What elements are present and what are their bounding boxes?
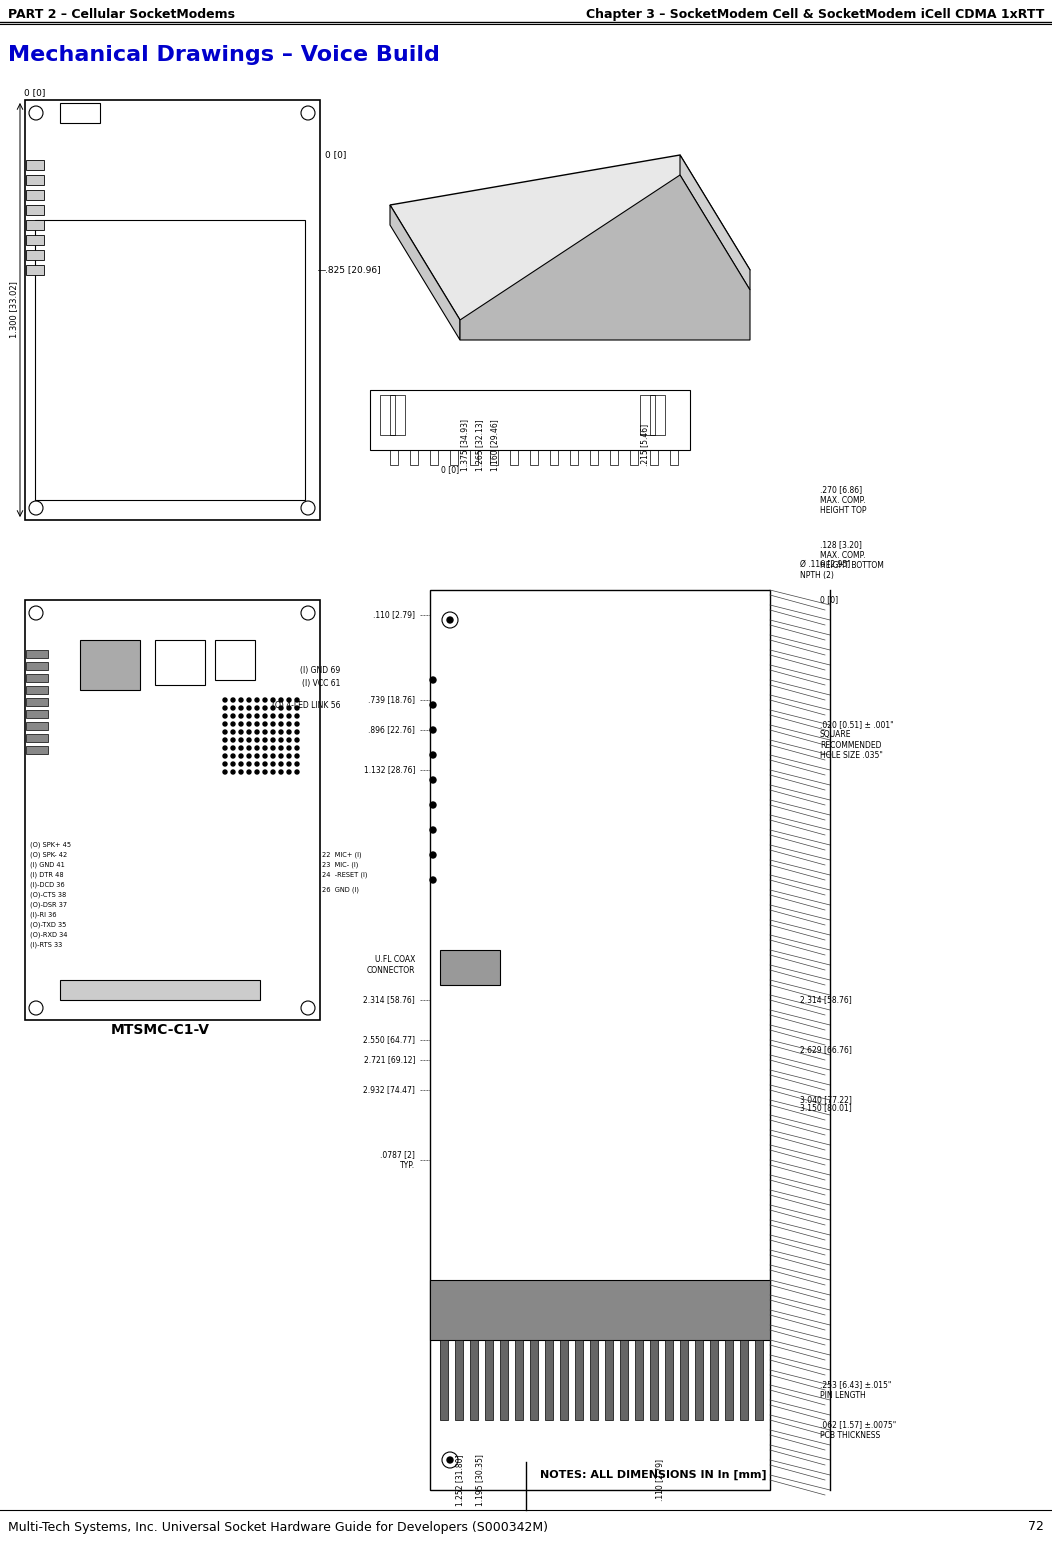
Circle shape bbox=[279, 706, 283, 710]
Bar bbox=[25, 599, 320, 1020]
Text: 2.932 [74.47]: 2.932 [74.47] bbox=[363, 1085, 414, 1094]
Bar bbox=[710, 1341, 719, 1419]
Circle shape bbox=[295, 723, 299, 726]
Text: Ø .116 [2.95]
NPTH (2): Ø .116 [2.95] NPTH (2) bbox=[800, 561, 850, 579]
Bar bbox=[430, 1281, 770, 1341]
Bar bbox=[440, 1341, 448, 1419]
Bar bbox=[155, 640, 205, 686]
Bar bbox=[430, 590, 770, 1490]
Circle shape bbox=[247, 723, 251, 726]
Text: 1.300 [33.02]: 1.300 [33.02] bbox=[9, 282, 18, 339]
Bar bbox=[26, 723, 48, 730]
Bar bbox=[650, 394, 665, 435]
Bar bbox=[470, 1341, 478, 1419]
Bar bbox=[560, 1341, 568, 1419]
Circle shape bbox=[271, 723, 275, 726]
Circle shape bbox=[430, 676, 436, 683]
Circle shape bbox=[231, 730, 235, 734]
Text: 2.721 [69.12]: 2.721 [69.12] bbox=[364, 1056, 414, 1065]
Polygon shape bbox=[390, 205, 460, 341]
Text: (I) GND 69: (I) GND 69 bbox=[300, 666, 340, 675]
Circle shape bbox=[239, 746, 243, 750]
Text: .110 [2.79]: .110 [2.79] bbox=[655, 1459, 665, 1501]
Circle shape bbox=[430, 727, 436, 734]
Text: 3.150 [80.01]: 3.150 [80.01] bbox=[800, 1103, 852, 1113]
Circle shape bbox=[223, 770, 227, 774]
Text: 1.132 [28.76]: 1.132 [28.76] bbox=[364, 766, 414, 775]
Circle shape bbox=[287, 770, 291, 774]
Circle shape bbox=[279, 723, 283, 726]
Circle shape bbox=[447, 616, 453, 623]
Circle shape bbox=[287, 713, 291, 718]
Circle shape bbox=[231, 761, 235, 766]
Bar bbox=[26, 234, 44, 245]
Circle shape bbox=[255, 730, 259, 734]
Text: (I)-DCD 36: (I)-DCD 36 bbox=[31, 881, 64, 888]
Bar bbox=[630, 450, 638, 465]
Text: (I)-RI 36: (I)-RI 36 bbox=[31, 912, 57, 918]
Bar bbox=[515, 1341, 523, 1419]
Text: 1.375 [34.93]: 1.375 [34.93] bbox=[461, 419, 469, 472]
Circle shape bbox=[447, 1456, 453, 1462]
Circle shape bbox=[279, 698, 283, 703]
Text: 2.550 [64.77]: 2.550 [64.77] bbox=[363, 1036, 414, 1045]
Circle shape bbox=[255, 723, 259, 726]
Bar bbox=[370, 390, 690, 450]
Circle shape bbox=[263, 754, 267, 758]
Circle shape bbox=[295, 698, 299, 703]
Bar bbox=[530, 450, 538, 465]
Bar bbox=[26, 710, 48, 718]
Circle shape bbox=[255, 713, 259, 718]
Bar bbox=[60, 980, 260, 1000]
Circle shape bbox=[263, 746, 267, 750]
Circle shape bbox=[223, 761, 227, 766]
Circle shape bbox=[279, 713, 283, 718]
Bar bbox=[670, 450, 677, 465]
Bar bbox=[665, 1341, 673, 1419]
Circle shape bbox=[231, 713, 235, 718]
Bar bbox=[450, 450, 458, 465]
Circle shape bbox=[247, 761, 251, 766]
Bar bbox=[26, 220, 44, 230]
Circle shape bbox=[287, 761, 291, 766]
Circle shape bbox=[287, 723, 291, 726]
Circle shape bbox=[271, 706, 275, 710]
Text: Mechanical Drawings – Voice Build: Mechanical Drawings – Voice Build bbox=[8, 45, 440, 65]
Bar bbox=[635, 1341, 643, 1419]
Bar bbox=[456, 1341, 463, 1419]
Bar bbox=[590, 1341, 598, 1419]
Circle shape bbox=[279, 746, 283, 750]
Bar bbox=[640, 394, 655, 435]
Circle shape bbox=[263, 730, 267, 734]
Bar bbox=[430, 450, 438, 465]
Bar bbox=[545, 1341, 553, 1419]
Circle shape bbox=[247, 770, 251, 774]
Bar bbox=[510, 450, 518, 465]
Circle shape bbox=[255, 746, 259, 750]
Text: Multi-Tech Systems, Inc. Universal Socket Hardware Guide for Developers (S000342: Multi-Tech Systems, Inc. Universal Socke… bbox=[8, 1521, 548, 1533]
Circle shape bbox=[430, 828, 436, 834]
Circle shape bbox=[223, 713, 227, 718]
Bar bbox=[390, 450, 398, 465]
Bar bbox=[26, 160, 44, 170]
Circle shape bbox=[271, 698, 275, 703]
Bar bbox=[605, 1341, 613, 1419]
Bar bbox=[550, 450, 558, 465]
Bar bbox=[26, 650, 48, 658]
Text: 0 [0]: 0 [0] bbox=[820, 595, 838, 604]
Bar bbox=[755, 1341, 763, 1419]
Circle shape bbox=[239, 723, 243, 726]
Bar bbox=[740, 1341, 748, 1419]
Text: .270 [6.86]
MAX. COMP.
HEIGHT TOP: .270 [6.86] MAX. COMP. HEIGHT TOP bbox=[820, 485, 867, 515]
Circle shape bbox=[295, 761, 299, 766]
Circle shape bbox=[231, 746, 235, 750]
Circle shape bbox=[255, 698, 259, 703]
Bar bbox=[380, 394, 394, 435]
Text: 0 [0]: 0 [0] bbox=[441, 465, 459, 475]
Circle shape bbox=[271, 770, 275, 774]
Bar bbox=[650, 1341, 658, 1419]
Circle shape bbox=[430, 703, 436, 707]
Bar bbox=[680, 1341, 688, 1419]
Text: .896 [22.76]: .896 [22.76] bbox=[368, 726, 414, 735]
Circle shape bbox=[231, 738, 235, 743]
